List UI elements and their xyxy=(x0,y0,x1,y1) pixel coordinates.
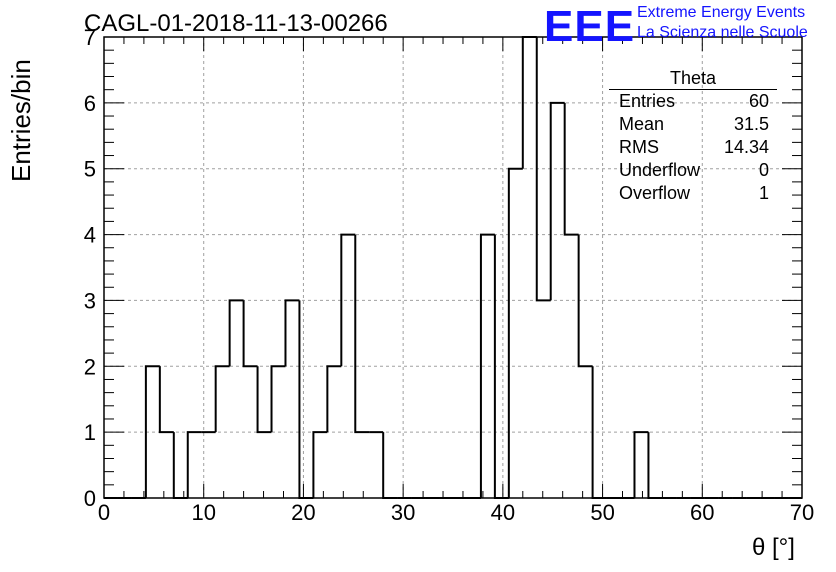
histogram-bin xyxy=(270,365,286,433)
x-tick-label: 50 xyxy=(590,500,614,525)
histogram-bin xyxy=(647,432,663,499)
histogram-bin xyxy=(535,37,551,302)
histogram-bin xyxy=(186,431,202,498)
histogram-bin xyxy=(172,432,188,499)
histogram-bin xyxy=(228,299,244,367)
y-tick-label: 6 xyxy=(84,91,96,116)
chart-title: CAGL-01-2018-11-13-00266 xyxy=(84,10,388,37)
stats-box: Theta Entries 60 Mean 31.5 RMS 14.34 Und… xyxy=(609,68,777,205)
grid-lines xyxy=(104,37,802,498)
axes xyxy=(103,36,803,499)
x-tick-label: 40 xyxy=(491,500,515,525)
stats-title: Theta xyxy=(609,68,777,90)
stats-label: Underflow xyxy=(619,160,701,180)
histogram-bin xyxy=(354,234,370,434)
stats-value: 60 xyxy=(748,91,769,111)
logo-text-line1: Extreme Energy Events xyxy=(637,4,806,21)
stats-value: 14.34 xyxy=(723,137,769,157)
histogram-bin xyxy=(577,234,593,368)
x-axis-label: θ [°] xyxy=(752,534,795,561)
y-tick-label: 1 xyxy=(84,420,96,445)
stats-value: 31.5 xyxy=(733,114,769,134)
histogram-bin xyxy=(284,299,300,367)
stats-row: Mean 31.5 xyxy=(609,113,777,136)
x-tick-label: 0 xyxy=(98,500,110,525)
histogram-bin xyxy=(214,365,230,433)
stats-row: Underflow 0 xyxy=(609,159,777,182)
x-tick-label: 20 xyxy=(291,500,315,525)
x-tick-label: 30 xyxy=(391,500,415,525)
y-tick-label: 7 xyxy=(84,25,96,50)
y-tick-label: 2 xyxy=(84,354,96,379)
stats-row: Entries 60 xyxy=(609,90,777,113)
x-tick-label: 60 xyxy=(690,500,714,525)
stats-label: RMS xyxy=(619,137,659,157)
histogram-bin xyxy=(242,300,258,368)
stats-value: 1 xyxy=(758,183,769,203)
y-tick-label: 0 xyxy=(84,486,96,511)
histogram-bin xyxy=(312,431,328,498)
y-tick-label: 4 xyxy=(84,223,96,248)
histogram-bin xyxy=(256,366,272,434)
stats-value: 0 xyxy=(758,160,769,180)
histogram-bin xyxy=(507,167,523,498)
histogram-bin xyxy=(479,233,495,498)
stats-row: RMS 14.34 xyxy=(609,136,777,159)
histogram-bin xyxy=(326,365,342,433)
eee-logo-icon: EEE xyxy=(544,2,636,51)
histogram-bin xyxy=(633,431,649,498)
histogram-bin xyxy=(144,365,160,498)
tick-marks xyxy=(103,36,803,499)
plot-frame xyxy=(103,36,803,499)
logo-text-line2: La Scienza nelle Scuole xyxy=(637,24,808,41)
stats-label: Entries xyxy=(619,91,676,111)
histogram-bin xyxy=(340,233,356,367)
histogram-bin xyxy=(298,300,314,499)
histogram-bin xyxy=(158,366,174,434)
stats-row: Overflow 1 xyxy=(609,182,777,205)
histogram-bin xyxy=(563,102,579,236)
stats-label: Overflow xyxy=(619,183,691,203)
y-tick-label: 3 xyxy=(84,288,96,313)
y-axis-label: Entries/bin xyxy=(6,59,36,182)
stats-label: Mean xyxy=(619,114,665,134)
x-tick-label: 70 xyxy=(790,500,814,525)
histogram-bin xyxy=(382,432,398,499)
y-tick-label: 5 xyxy=(84,157,96,182)
histogram-bin xyxy=(549,101,565,301)
x-tick-label: 10 xyxy=(191,500,215,525)
